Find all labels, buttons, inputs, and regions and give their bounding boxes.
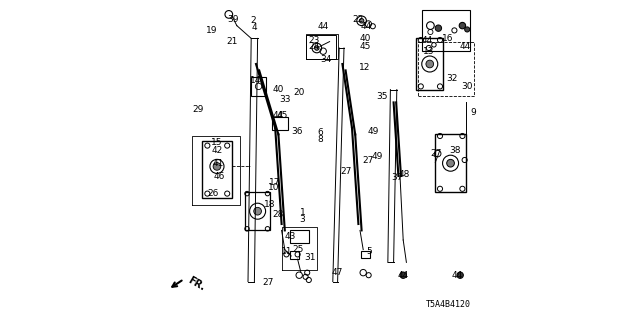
Text: 44: 44 (361, 22, 372, 31)
Bar (422, 10, 470, 51)
Text: 48: 48 (398, 170, 410, 179)
Bar (306, 35, 336, 59)
Circle shape (426, 60, 434, 68)
Text: 5: 5 (367, 247, 372, 256)
Text: 40: 40 (359, 34, 371, 43)
Text: 27: 27 (431, 149, 442, 158)
Text: 37: 37 (391, 173, 403, 182)
Text: 14: 14 (250, 76, 262, 84)
Text: 34: 34 (321, 55, 332, 64)
Bar (416, 38, 443, 90)
Text: 47: 47 (332, 268, 342, 277)
Text: 32: 32 (446, 74, 458, 83)
Text: 27: 27 (340, 167, 351, 176)
Text: 11: 11 (281, 247, 292, 256)
Text: 49: 49 (367, 127, 378, 136)
Text: 9: 9 (471, 108, 476, 116)
Text: 17: 17 (269, 178, 280, 187)
Circle shape (460, 22, 466, 29)
Text: 27: 27 (262, 278, 274, 287)
Text: 40: 40 (273, 85, 284, 94)
Text: 29: 29 (192, 105, 204, 114)
Text: 39: 39 (227, 15, 239, 24)
Text: 45: 45 (276, 111, 288, 120)
Text: 20: 20 (294, 88, 305, 97)
Text: 10: 10 (268, 183, 279, 192)
Text: T5A4B4120: T5A4B4120 (426, 300, 470, 309)
Text: 26: 26 (207, 189, 218, 198)
Bar (202, 141, 232, 198)
Text: 35: 35 (377, 92, 388, 100)
Text: 27: 27 (362, 156, 374, 164)
Text: 18: 18 (264, 200, 275, 209)
Text: 15: 15 (211, 138, 223, 147)
Text: 44: 44 (273, 111, 284, 120)
Text: 44: 44 (422, 36, 433, 44)
Text: 23: 23 (308, 36, 319, 44)
Text: FR.: FR. (186, 275, 207, 293)
Text: 12: 12 (359, 63, 371, 72)
Circle shape (213, 163, 221, 170)
Text: 13: 13 (423, 47, 435, 56)
Text: 44: 44 (397, 271, 409, 280)
Text: 45: 45 (359, 42, 371, 51)
Text: 1: 1 (300, 208, 305, 217)
Text: 25: 25 (292, 245, 304, 254)
Text: 43: 43 (285, 232, 296, 241)
Circle shape (360, 19, 364, 23)
Bar (272, 117, 288, 130)
Text: 31: 31 (304, 253, 316, 262)
Circle shape (465, 27, 470, 32)
Text: 6: 6 (317, 128, 323, 137)
Text: 7: 7 (433, 156, 438, 164)
Text: 28: 28 (272, 210, 284, 219)
Text: 24: 24 (308, 42, 319, 51)
Text: 36: 36 (291, 127, 303, 136)
Bar (435, 134, 466, 192)
Text: 8: 8 (317, 135, 323, 144)
Circle shape (254, 207, 262, 215)
Text: 16: 16 (442, 34, 454, 43)
Text: 49: 49 (372, 152, 383, 161)
Text: 4: 4 (252, 23, 257, 32)
Circle shape (314, 46, 319, 50)
Text: 41: 41 (212, 159, 224, 168)
Text: 42: 42 (211, 146, 223, 155)
Bar (290, 251, 300, 259)
Text: 19: 19 (207, 26, 218, 35)
Bar (245, 192, 271, 230)
Bar (361, 251, 370, 258)
Text: 44: 44 (452, 271, 463, 280)
Text: 33: 33 (280, 95, 291, 104)
Circle shape (435, 25, 442, 31)
Text: 38: 38 (449, 146, 461, 155)
Circle shape (447, 159, 454, 167)
Text: 44: 44 (317, 22, 329, 31)
Circle shape (457, 272, 463, 278)
Text: 22: 22 (353, 15, 364, 24)
Bar (251, 77, 266, 96)
Circle shape (400, 272, 406, 278)
Text: 46: 46 (214, 172, 225, 180)
Text: 21: 21 (227, 37, 238, 46)
Text: 44: 44 (460, 42, 471, 51)
Bar (290, 230, 309, 243)
Text: 30: 30 (461, 82, 473, 91)
Text: 3: 3 (300, 215, 305, 224)
Text: 2: 2 (250, 16, 255, 25)
